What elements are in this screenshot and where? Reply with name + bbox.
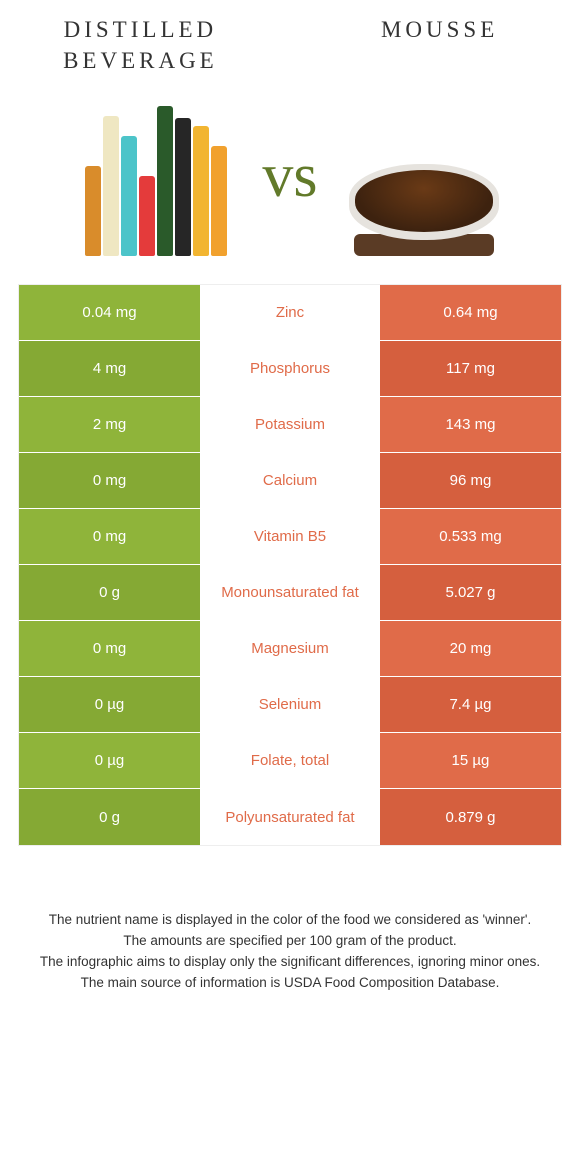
nutrient-label: Vitamin B5	[200, 509, 380, 564]
table-row: 0 mgCalcium96 mg	[19, 453, 561, 509]
right-value: 117 mg	[380, 341, 561, 396]
table-row: 0 gPolyunsaturated fat0.879 g	[19, 789, 561, 845]
right-value: 0.879 g	[380, 789, 561, 845]
note-line: The nutrient name is displayed in the co…	[28, 910, 552, 931]
right-value: 20 mg	[380, 621, 561, 676]
left-value: 0 g	[19, 789, 200, 845]
bottle-icon	[121, 136, 137, 256]
bottle-icon	[85, 166, 101, 256]
nutrient-label: Calcium	[200, 453, 380, 508]
right-value: 5.027 g	[380, 565, 561, 620]
right-value: 96 mg	[380, 453, 561, 508]
bottle-icon	[139, 176, 155, 256]
nutrient-label: Monounsaturated fat	[200, 565, 380, 620]
nutrient-label: Selenium	[200, 677, 380, 732]
right-value: 0.533 mg	[380, 509, 561, 564]
note-line: The amounts are specified per 100 gram o…	[28, 931, 552, 952]
right-image	[334, 96, 514, 256]
left-value: 4 mg	[19, 341, 200, 396]
right-value: 15 µg	[380, 733, 561, 788]
table-row: 2 mgPotassium143 mg	[19, 397, 561, 453]
left-value: 0.04 mg	[19, 285, 200, 340]
bottle-icon	[193, 126, 209, 256]
bottle-icon	[175, 118, 191, 256]
right-title: MOUSSE	[317, 14, 562, 45]
bottle-icon	[157, 106, 173, 256]
left-title: DISTILLED BEVERAGE	[18, 14, 263, 76]
right-value: 143 mg	[380, 397, 561, 452]
left-value: 0 mg	[19, 621, 200, 676]
right-value: 0.64 mg	[380, 285, 561, 340]
table-row: 4 mgPhosphorus117 mg	[19, 341, 561, 397]
table-row: 0 µgSelenium7.4 µg	[19, 677, 561, 733]
note-line: The infographic aims to display only the…	[28, 952, 552, 973]
left-value: 0 mg	[19, 509, 200, 564]
bottle-icon	[211, 146, 227, 256]
titles-row: DISTILLED BEVERAGE MOUSSE	[18, 14, 562, 76]
left-value: 0 µg	[19, 733, 200, 788]
note-line: The main source of information is USDA F…	[28, 973, 552, 994]
footnotes: The nutrient name is displayed in the co…	[18, 910, 562, 994]
nutrient-label: Zinc	[200, 285, 380, 340]
left-value: 0 mg	[19, 453, 200, 508]
table-row: 0 mgMagnesium20 mg	[19, 621, 561, 677]
right-value: 7.4 µg	[380, 677, 561, 732]
comparison-table: 0.04 mgZinc0.64 mg4 mgPhosphorus117 mg2 …	[18, 284, 562, 846]
bottle-icon	[103, 116, 119, 256]
hero: vs	[18, 96, 562, 256]
left-value: 0 µg	[19, 677, 200, 732]
nutrient-label: Magnesium	[200, 621, 380, 676]
table-row: 0.04 mgZinc0.64 mg	[19, 285, 561, 341]
left-value: 0 g	[19, 565, 200, 620]
nutrient-label: Polyunsaturated fat	[200, 789, 380, 845]
mousse-icon	[349, 164, 499, 240]
table-row: 0 gMonounsaturated fat5.027 g	[19, 565, 561, 621]
left-image	[66, 96, 246, 256]
nutrient-label: Phosphorus	[200, 341, 380, 396]
vs-label: vs	[262, 141, 317, 212]
table-row: 0 mgVitamin B50.533 mg	[19, 509, 561, 565]
left-value: 2 mg	[19, 397, 200, 452]
table-row: 0 µgFolate, total15 µg	[19, 733, 561, 789]
nutrient-label: Potassium	[200, 397, 380, 452]
nutrient-label: Folate, total	[200, 733, 380, 788]
